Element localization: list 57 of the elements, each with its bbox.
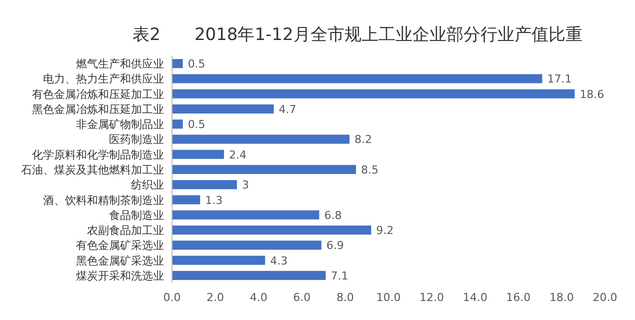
x-tick-label: 2.0: [206, 291, 224, 304]
data-label: 8.5: [361, 164, 379, 176]
bar: [172, 256, 266, 265]
bar: [172, 89, 575, 98]
x-tick-label: 12.0: [420, 291, 444, 304]
y-tick-label: 有色金属矿采选业: [76, 239, 164, 252]
y-tick-label: 燃气生产和供应业: [76, 58, 164, 71]
x-tick-label: 6.0: [293, 291, 311, 304]
y-tick-label: 纺织业: [131, 178, 164, 192]
y-tick-label: 黑色金属冶炼和压延加工业: [32, 102, 164, 116]
x-tick-label: 14.0: [462, 291, 488, 304]
bar: [172, 225, 372, 235]
x-tick-label: 18.0: [549, 291, 574, 304]
bar: [172, 150, 224, 159]
bar: [172, 59, 183, 68]
bar: [172, 195, 200, 204]
data-label: 8.2: [354, 133, 372, 146]
y-tick-label: 电力、热力生产和供应业: [43, 72, 164, 86]
x-tick-label: 4.0: [250, 291, 268, 304]
bar: [172, 164, 356, 174]
data-label: 1.3: [205, 194, 223, 207]
bar: [172, 210, 320, 220]
bar: [172, 120, 183, 129]
y-tick-label: 煤炭开采和洗选业: [76, 269, 164, 282]
data-label: 0.5: [188, 58, 206, 71]
data-label: 6.8: [324, 208, 342, 222]
y-tick-label: 化学原料和化学制品制造业: [32, 148, 164, 162]
y-tick-label: 食品制造业: [109, 208, 164, 222]
y-tick-label: 医药制造业: [109, 133, 164, 146]
y-tick-label: 非金属矿物制品业: [76, 118, 164, 132]
data-label: 6.9: [326, 239, 344, 252]
x-tick-label: 0.0: [163, 291, 181, 304]
data-label: 17.1: [547, 72, 572, 86]
x-tick-label: 8.0: [336, 291, 354, 304]
x-tick-label: 10.0: [376, 291, 401, 304]
bar: [172, 270, 326, 280]
y-tick-label: 黑色金属矿采选业: [76, 254, 164, 268]
data-label: 18.6: [580, 88, 604, 101]
y-tick-label: 有色金属冶炼和压延加工业: [32, 88, 164, 101]
chart-title: 表2 2018年1-12月全市规上工业企业部分行业产值比重: [132, 25, 582, 45]
y-tick-label: 酒、饮料和精制茶制造业: [43, 194, 164, 207]
data-label: 0.5: [188, 118, 206, 132]
y-tick-label: 石油、煤炭及其他燃料加工业: [21, 164, 164, 176]
bar: [172, 240, 322, 250]
data-label: 3: [242, 178, 249, 192]
bar: [172, 74, 542, 84]
x-tick-label: 16.0: [506, 291, 531, 304]
data-label: 2.4: [228, 148, 246, 162]
data-label: 4.7: [278, 102, 296, 116]
y-tick-label: 农副食品加工业: [87, 224, 164, 238]
bar: [172, 134, 350, 144]
x-tick-label: 20.0: [592, 291, 618, 304]
data-label: 9.2: [376, 224, 394, 238]
data-label: 7.1: [330, 269, 348, 282]
bar: [172, 180, 237, 190]
data-label: 4.3: [270, 254, 288, 268]
bar: [172, 104, 274, 114]
